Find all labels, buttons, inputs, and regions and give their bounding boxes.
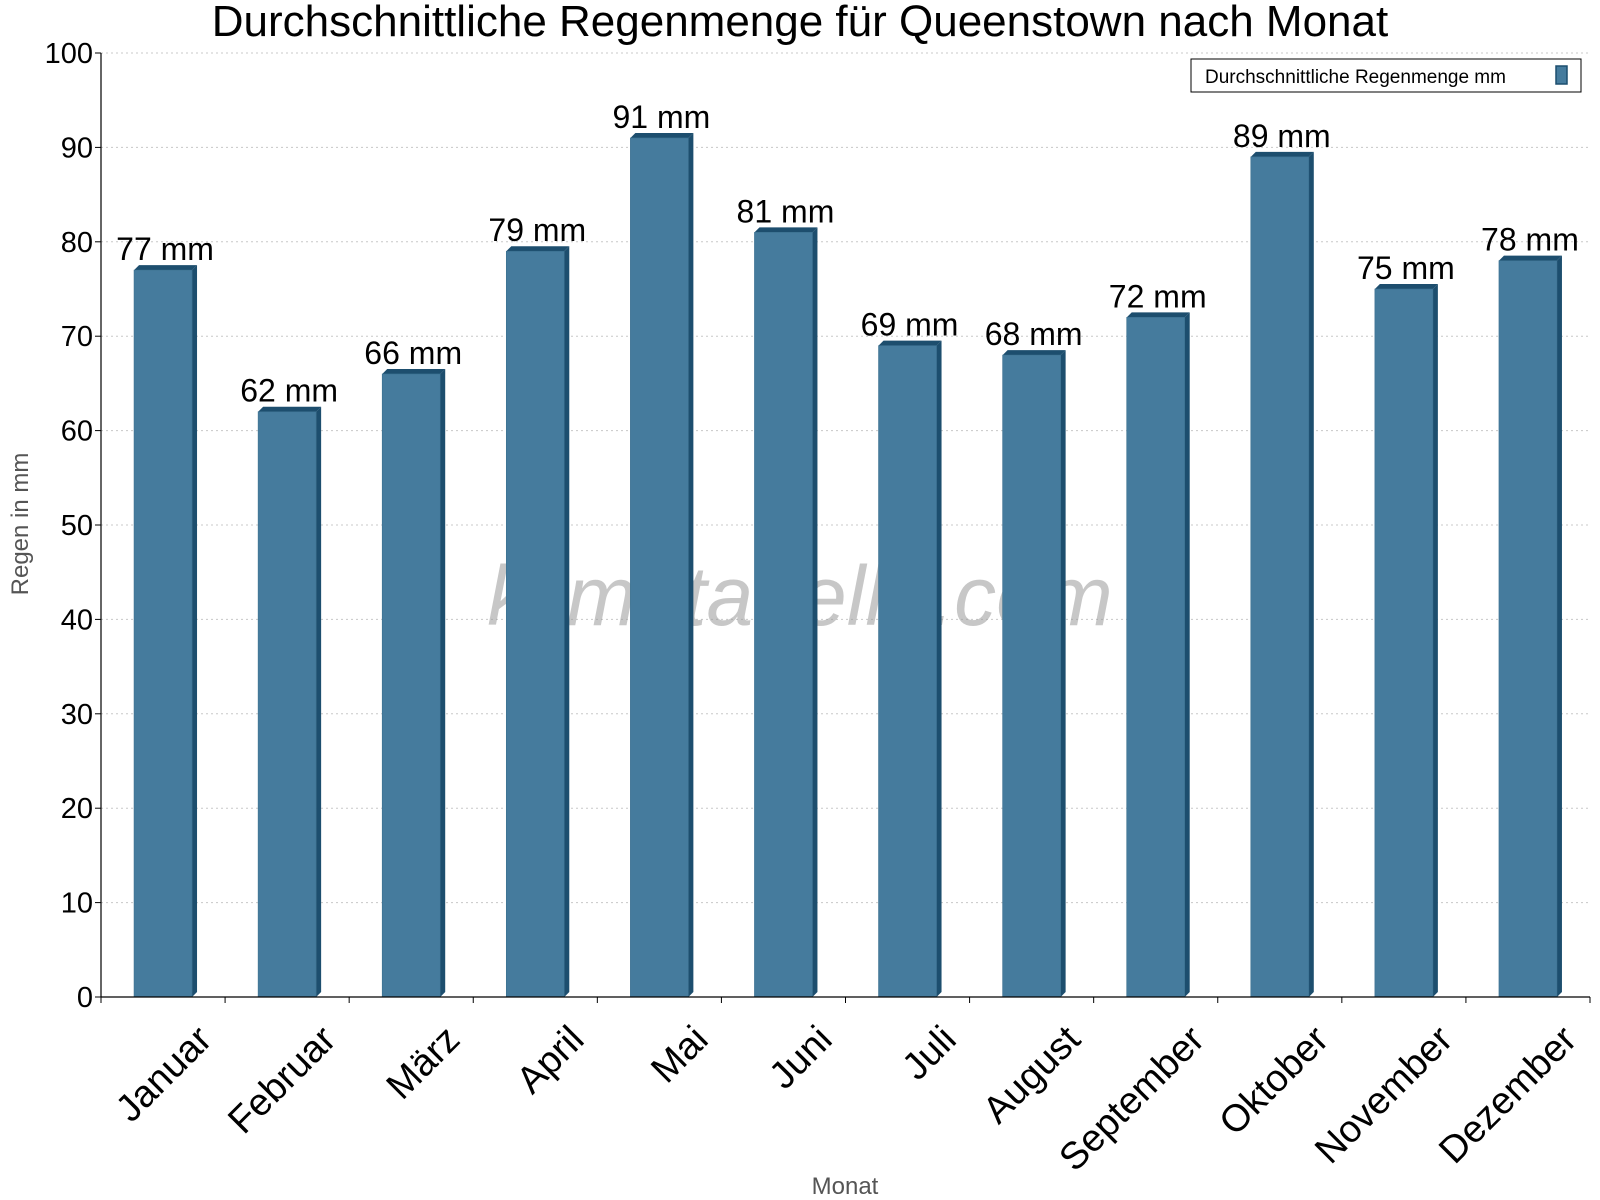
bar-top <box>258 406 322 412</box>
x-tick-label: Dezember <box>1431 1018 1585 1172</box>
bar-top <box>630 132 694 138</box>
legend-label: Durchschnittliche Regenmenge mm <box>1205 67 1506 88</box>
bar-side <box>936 340 942 997</box>
data-label: 79 mm <box>488 212 586 248</box>
bar-front <box>1126 317 1186 998</box>
bar-top <box>878 340 942 346</box>
bar-top <box>1002 350 1066 356</box>
y-tick-labels: 0 10 20 30 40 50 60 70 80 90 100 <box>45 38 93 1014</box>
data-label: 62 mm <box>240 373 338 409</box>
bar-front <box>1374 288 1434 998</box>
x-tick-label: Januar <box>108 1018 220 1130</box>
bar-top <box>134 265 198 271</box>
data-label: 78 mm <box>1481 222 1579 258</box>
data-label: 69 mm <box>861 307 959 343</box>
legend-box <box>1190 58 1582 93</box>
data-label: 66 mm <box>364 335 462 371</box>
bar-front <box>1250 156 1310 998</box>
bar-november <box>1374 284 1438 998</box>
bar-dezember <box>1498 255 1562 998</box>
bar-side <box>316 406 322 998</box>
bar-top <box>1250 151 1314 157</box>
bar-side <box>688 132 694 997</box>
legend-swatch <box>1555 65 1568 85</box>
bar-side <box>1184 312 1190 997</box>
bar-top <box>754 227 818 233</box>
bar-august <box>1002 350 1066 998</box>
bar-side <box>1432 284 1438 997</box>
x-axis-label: Monat <box>812 1173 879 1200</box>
chart-title: Durchschnittliche Regenmenge für Queenst… <box>212 0 1388 46</box>
bar-side <box>812 227 818 998</box>
bar-side <box>1308 151 1314 998</box>
axes <box>95 52 1591 1003</box>
bar-front <box>1002 354 1061 998</box>
x-tick-label: April <box>509 1018 592 1101</box>
data-labels: 77 mm 62 mm 66 mm 79 mm 91 mm 81 mm 69 mm 68 mm… <box>116 99 1579 409</box>
bar-side <box>192 265 198 997</box>
bar-front <box>1498 260 1558 998</box>
y-tick-label: 20 <box>61 793 93 825</box>
data-label: 89 mm <box>1233 118 1331 154</box>
x-tick-label: August <box>975 1018 1089 1132</box>
y-tick-label: 70 <box>61 321 93 353</box>
bar-top <box>506 246 570 252</box>
x-tick-label: März <box>379 1018 468 1107</box>
bar-front <box>133 269 193 998</box>
legend: Durchschnittliche Regenmenge mm <box>1190 58 1582 93</box>
y-tick-label: 30 <box>61 699 93 731</box>
y-tick-label: 60 <box>61 416 93 448</box>
bar-front <box>257 411 317 998</box>
y-tick-label: 50 <box>61 510 93 542</box>
y-tick-label: 0 <box>77 982 93 1014</box>
bar-side <box>564 246 570 998</box>
bar-top <box>1498 255 1562 261</box>
y-tick-label: 40 <box>61 604 93 636</box>
data-label: 77 mm <box>116 231 214 267</box>
y-axis-label: Regen in mm <box>7 453 34 596</box>
bar-side <box>1556 255 1562 997</box>
bar-juli <box>878 340 942 998</box>
x-tick-label: Juli <box>895 1018 965 1088</box>
data-label: 91 mm <box>612 99 710 135</box>
bar-side <box>1060 350 1066 998</box>
y-tick-label: 100 <box>45 38 93 70</box>
bar-front <box>630 137 689 998</box>
grid-lines <box>101 52 1590 904</box>
bar-juni <box>754 227 818 998</box>
y-tick-label: 10 <box>61 888 93 920</box>
bar-april <box>505 246 570 998</box>
bar-februar <box>257 406 322 998</box>
bar-oktober <box>1250 151 1314 998</box>
data-label: 81 mm <box>737 193 835 229</box>
bar-mai <box>630 132 694 998</box>
bar-front <box>505 250 565 998</box>
bar-front <box>381 373 441 998</box>
bar-side <box>440 368 446 998</box>
bars <box>133 132 1562 998</box>
y-tick-label: 80 <box>61 227 93 259</box>
x-tick-label: Mai <box>643 1018 716 1091</box>
bar-front <box>754 232 813 998</box>
data-label: 72 mm <box>1109 278 1207 314</box>
data-label: 75 mm <box>1357 250 1455 286</box>
x-tick-label: Februar <box>220 1018 344 1142</box>
bar-top <box>1126 312 1190 318</box>
bar-top <box>382 368 446 374</box>
x-tick-label: Oktober <box>1212 1018 1338 1144</box>
data-label: 68 mm <box>985 316 1083 352</box>
bar-front <box>878 345 937 998</box>
bar-märz <box>381 368 446 998</box>
bar-top <box>1374 284 1438 289</box>
x-tick-labels: Januar Februar März April Mai Juni Juli AugustS… <box>108 1018 1585 1179</box>
y-tick-label: 90 <box>61 132 93 164</box>
bar-september <box>1126 312 1190 998</box>
x-tick-label: Juni <box>761 1018 840 1097</box>
bar-januar <box>133 265 198 998</box>
